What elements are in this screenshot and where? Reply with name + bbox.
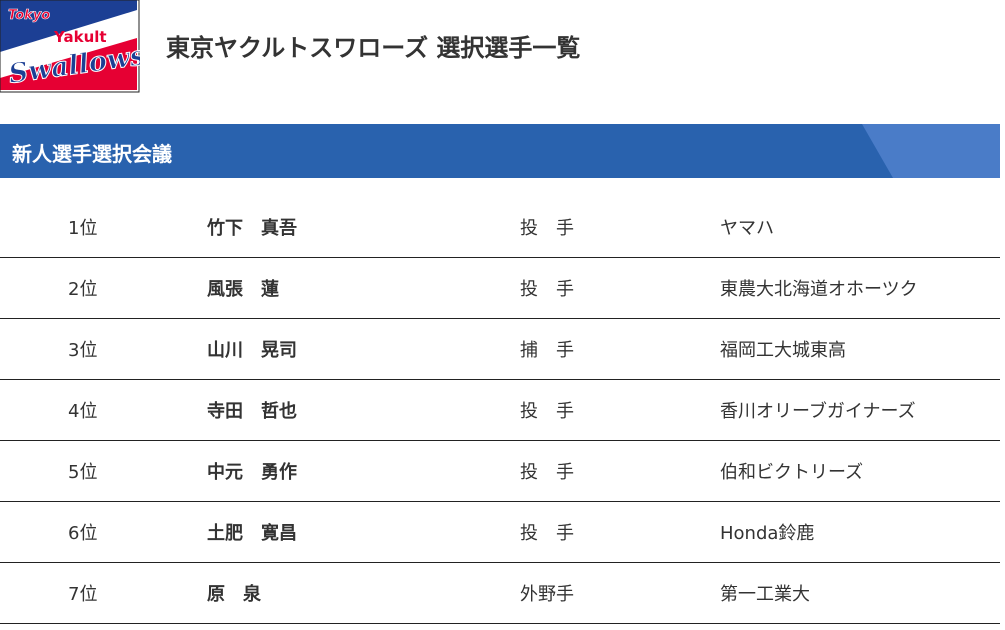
- player-name: 風張 蓮: [207, 279, 279, 300]
- team: 福岡工大城東高: [720, 340, 846, 361]
- position: 投 手: [520, 279, 574, 300]
- table-row: 5位 中元 勇作 投 手 伯和ビクトリーズ: [0, 441, 1000, 502]
- position: 投 手: [520, 401, 574, 422]
- table-row: 3位 山川 晃司 捕 手 福岡工大城東高: [0, 319, 1000, 380]
- rank: 3位: [68, 340, 98, 361]
- position: 投 手: [520, 523, 574, 544]
- table-row: 6位 土肥 寛昌 投 手 Honda鈴鹿: [0, 502, 1000, 563]
- team: 香川オリーブガイナーズ: [720, 401, 916, 422]
- rank: 6位: [68, 523, 98, 544]
- rank: 2位: [68, 279, 98, 300]
- svg-text:Yakult: Yakult: [53, 28, 107, 46]
- team: 東農大北海道オホーツク: [720, 279, 918, 300]
- table-row: 4位 寺田 哲也 投 手 香川オリーブガイナーズ: [0, 380, 1000, 441]
- position: 外野手: [520, 584, 574, 605]
- team: Honda鈴鹿: [720, 523, 815, 544]
- player-name: 山川 晃司: [207, 340, 297, 361]
- position: 捕 手: [520, 340, 574, 361]
- rank: 1位: [68, 218, 98, 239]
- table-row: 2位 風張 蓮 投 手 東農大北海道オホーツク: [0, 258, 1000, 319]
- section-header: 新人選手選択会議: [0, 124, 1000, 178]
- section-title: 新人選手選択会議: [12, 142, 172, 166]
- position: 投 手: [520, 462, 574, 483]
- section-header-accent: [862, 124, 1000, 178]
- rank: 4位: [68, 401, 98, 422]
- team: 伯和ビクトリーズ: [720, 462, 864, 483]
- team: ヤマハ: [720, 218, 774, 239]
- player-name: 原 泉: [207, 584, 261, 605]
- player-name: 寺田 哲也: [207, 401, 297, 422]
- team: 第一工業大: [720, 584, 810, 605]
- table-row: 1位 竹下 真吾 投 手 ヤマハ: [0, 197, 1000, 258]
- rank: 5位: [68, 462, 98, 483]
- table-row: 7位 原 泉 外野手 第一工業大: [0, 563, 1000, 624]
- swallows-logo: Tokyo Yakult Swallows: [0, 0, 147, 93]
- rank: 7位: [68, 584, 98, 605]
- svg-text:Tokyo: Tokyo: [8, 8, 50, 23]
- position: 投 手: [520, 218, 574, 239]
- player-list: 1位 竹下 真吾投 手ヤマハ 2位 風張 蓮投 手東農大北海道オホーツク 3位 山川 …: [0, 197, 1000, 624]
- player-name: 中元 勇作: [207, 462, 297, 483]
- player-name: 竹下 真吾: [207, 218, 297, 239]
- page-title: 東京ヤクルトスワローズ 選択選手一覧: [166, 34, 581, 62]
- player-name: 土肥 寛昌: [207, 523, 297, 544]
